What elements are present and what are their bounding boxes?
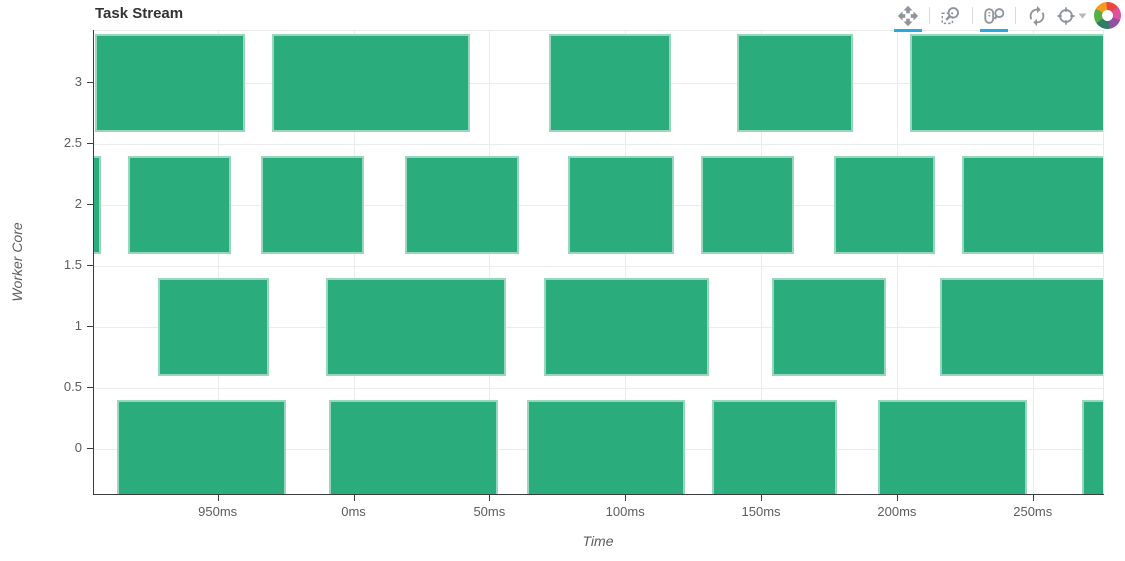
v-gridline	[489, 31, 491, 495]
toolbar-separator	[929, 7, 930, 24]
task-bar[interactable]	[736, 34, 854, 132]
v-gridline	[625, 31, 627, 495]
task-bar[interactable]	[549, 34, 672, 132]
task-bar[interactable]	[910, 34, 1103, 132]
task-bar[interactable]	[527, 400, 685, 495]
x-tick-label: 50ms	[473, 504, 506, 519]
task-bar[interactable]	[940, 278, 1103, 376]
h-gridline	[93, 144, 1103, 145]
x-tick-label: 950ms	[198, 504, 238, 519]
x-tick-mark	[761, 495, 763, 501]
task-bar[interactable]	[543, 278, 710, 376]
plot-toolbar	[891, 1, 1121, 32]
task-bar[interactable]	[127, 156, 232, 254]
v-gridline	[761, 31, 763, 495]
y-tick-label: 0	[74, 440, 82, 455]
task-bar[interactable]	[95, 34, 245, 132]
x-tick-mark	[1032, 495, 1034, 501]
task-bar[interactable]	[962, 156, 1103, 254]
y-tick-mark	[87, 265, 93, 266]
hover-tool-button[interactable]	[1054, 1, 1088, 30]
y-tick-label: 3	[74, 74, 82, 89]
x-tick-mark	[625, 495, 627, 501]
reset-tool-button[interactable]	[1020, 1, 1054, 30]
task-bar[interactable]	[1081, 400, 1103, 495]
active-tool-underline	[980, 29, 1008, 32]
y-tick-mark	[87, 82, 93, 83]
x-axis-title: Time	[582, 533, 614, 549]
v-gridline	[217, 31, 219, 495]
x-tick-mark	[217, 495, 219, 501]
task-bar[interactable]	[326, 278, 506, 376]
box-zoom-tool-button[interactable]	[934, 1, 968, 30]
task-bar[interactable]	[701, 156, 794, 254]
x-axis-line	[93, 494, 1104, 495]
x-tick-label: 250ms	[1013, 504, 1053, 519]
x-tick-label: 100ms	[605, 504, 645, 519]
x-tick-label: 150ms	[741, 504, 781, 519]
x-tick-mark	[896, 495, 898, 501]
x-tick-label: 0ms	[341, 504, 366, 519]
task-bar[interactable]	[157, 278, 270, 376]
y-axis-line	[93, 30, 94, 495]
h-gridline	[93, 388, 1103, 389]
x-tick-mark	[489, 495, 491, 501]
y-axis-title: Worker Core	[9, 222, 25, 302]
y-tick-label: 1	[74, 318, 82, 333]
y-tick-mark	[87, 326, 93, 327]
y-tick-label: 0.5	[63, 379, 82, 394]
toolbar-separator	[972, 7, 973, 24]
y-tick-mark	[87, 448, 93, 449]
y-tick-mark	[87, 204, 93, 205]
plot-area[interactable]	[93, 30, 1104, 495]
task-bar[interactable]	[93, 156, 101, 254]
page-title: Task Stream	[95, 5, 184, 22]
h-gridline	[93, 266, 1103, 267]
task-bar[interactable]	[117, 400, 286, 495]
active-tool-underline	[894, 29, 922, 32]
v-gridline	[1032, 31, 1034, 495]
task-bar[interactable]	[877, 400, 1028, 495]
y-tick-mark	[87, 143, 93, 144]
y-tick-label: 2.5	[63, 135, 82, 150]
y-tick-label: 1.5	[63, 257, 82, 272]
bokeh-logo[interactable]	[1094, 2, 1121, 29]
pan-icon	[897, 5, 919, 26]
task-bar[interactable]	[261, 156, 365, 254]
hover-icon	[1057, 6, 1075, 25]
toolbar-separator	[1015, 7, 1016, 24]
task-bar[interactable]	[329, 400, 498, 495]
y-tick-mark	[87, 387, 93, 388]
task-bar[interactable]	[834, 156, 935, 254]
task-bar[interactable]	[712, 400, 838, 495]
pan-tool-button[interactable]	[891, 1, 925, 32]
reset-icon	[1029, 5, 1045, 26]
wheel-zoom-tool-button[interactable]	[977, 1, 1011, 32]
v-gridline	[353, 31, 355, 495]
y-tick-label: 2	[74, 196, 82, 211]
box-zoom-icon	[941, 6, 959, 24]
x-tick-label: 200ms	[877, 504, 917, 519]
x-tick-mark	[353, 495, 355, 501]
task-bar[interactable]	[771, 278, 887, 376]
wheel-zoom-icon	[984, 7, 1005, 24]
chevron-down-icon	[1078, 13, 1087, 18]
task-bar[interactable]	[405, 156, 520, 254]
task-bar[interactable]	[568, 156, 675, 254]
task-bar[interactable]	[271, 34, 471, 132]
v-gridline	[896, 31, 898, 495]
